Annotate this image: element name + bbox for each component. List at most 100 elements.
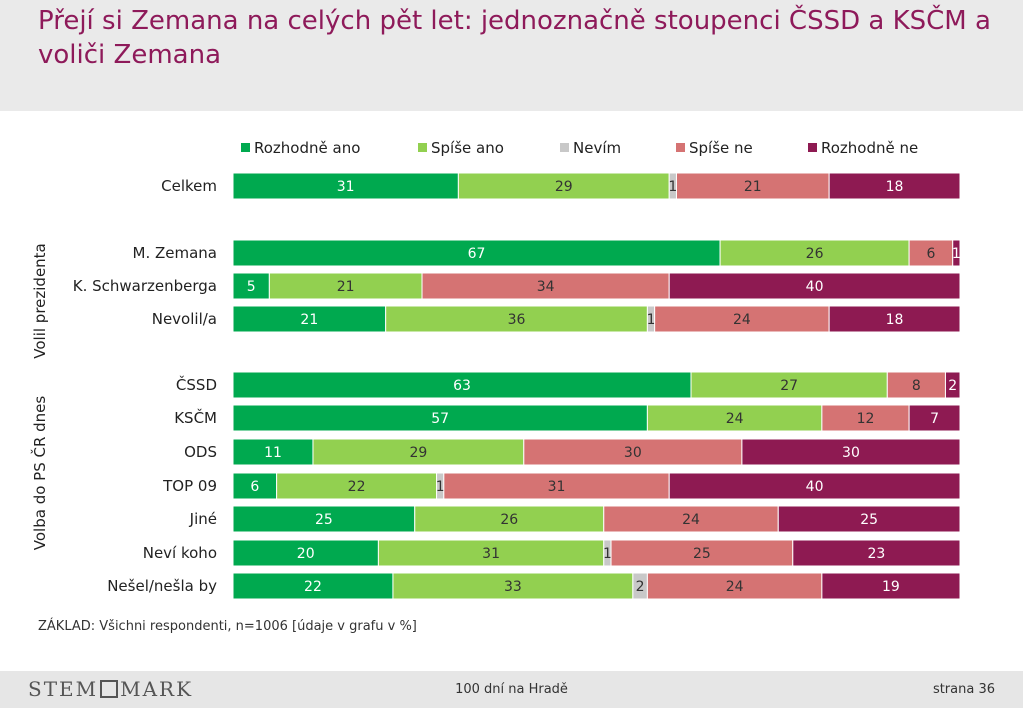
stacked-bar-chart: Rozhodně ano Spíše ano Nevím Spíše ne Rozhod…: [30, 139, 961, 600]
bar-segment-jine-spise-ne: [603, 505, 779, 533]
footer-report-name: 100 dní na Hradě: [455, 682, 568, 697]
data-label-nevi-koho-rozhodne-ano: 20: [297, 546, 315, 562]
bar-segment-kscm-spise-ano: [646, 404, 823, 432]
bar-segment-cssd-spise-ano: [690, 371, 888, 399]
footer: STEM MARK 100 dní na Hradě strana 36: [0, 671, 1023, 708]
category-label-jine: Jiné: [189, 510, 217, 528]
legend-label-rozhodne-ne: Rozhodně ne: [821, 139, 918, 157]
bar-segment-nevolil-a-rozhodne-ne: [828, 305, 961, 333]
data-label-nevolil-a-rozhodne-ne: 18: [886, 312, 904, 328]
footer-page-number: strana 36: [932, 682, 995, 697]
data-label-nevolil-a-nevim: 1: [647, 312, 656, 328]
legend-swatch-rozhodne-ano: [241, 143, 250, 152]
bar-segment-m-zemana-rozhodne-ne: [952, 239, 961, 267]
bar-segment-cssd-rozhodne-ne: [944, 371, 961, 399]
bar-segment-cssd-spise-ne: [886, 371, 946, 399]
data-label-celkem-rozhodne-ano: 31: [337, 179, 355, 195]
bar-segment-jine-spise-ano: [414, 505, 605, 533]
bar-segment-k-schwarzenberga-rozhodne-ano: [232, 272, 270, 300]
category-label-celkem: Celkem: [161, 177, 217, 195]
legend-swatch-spise-ano: [418, 143, 427, 152]
data-label-nevolil-a-rozhodne-ano: 21: [300, 312, 318, 328]
header-band: Přejí si Zemana na celých pět let: jedno…: [0, 0, 1023, 111]
logo-slash-icon: [100, 680, 119, 698]
category-label-nesel-nesla-by: Nešel/nešla by: [107, 577, 217, 595]
data-label-cssd-spise-ne: 8: [912, 378, 921, 394]
data-label-cssd-spise-ano: 27: [780, 378, 798, 394]
data-label-ods-spise-ano: 29: [409, 445, 427, 461]
bar-segment-nesel-nesla-by-rozhodne-ano: [232, 572, 394, 600]
legend-label-spise-ano: Spíše ano: [431, 139, 504, 157]
data-label-nevolil-a-spise-ano: 36: [508, 312, 526, 328]
bar-segment-jine-rozhodne-ne: [777, 505, 961, 533]
data-label-k-schwarzenberga-rozhodne-ano: 5: [247, 279, 256, 295]
data-label-nesel-nesla-by-spise-ne: 24: [726, 579, 744, 595]
data-label-nesel-nesla-by-rozhodne-ano: 22: [304, 579, 322, 595]
bar-segment-top-09-spise-ano: [276, 472, 438, 500]
data-label-celkem-rozhodne-ne: 18: [886, 179, 904, 195]
bar-segment-jine-rozhodne-ano: [232, 505, 416, 533]
bar-segment-top-09-spise-ne: [443, 472, 670, 500]
page-title: Přejí si Zemana na celých pět let: jedno…: [38, 6, 991, 70]
data-label-top-09-rozhodne-ne: 40: [806, 479, 824, 495]
bar-segment-nesel-nesla-by-rozhodne-ne: [821, 572, 961, 600]
category-label-nevi-koho: Neví koho: [143, 544, 217, 562]
data-label-celkem-spise-ano: 29: [555, 179, 573, 195]
data-label-cssd-rozhodne-ne: 2: [948, 378, 957, 394]
data-label-top-09-spise-ano: 22: [348, 479, 366, 495]
data-label-ods-spise-ne: 30: [624, 445, 642, 461]
bar-segment-ods-rozhodne-ne: [741, 438, 961, 466]
data-label-nesel-nesla-by-rozhodne-ne: 19: [882, 579, 900, 595]
data-label-kscm-spise-ne: 12: [857, 411, 875, 427]
category-label-kscm: KSČM: [174, 408, 217, 427]
data-label-k-schwarzenberga-spise-ne: 34: [537, 279, 555, 295]
category-label-ods: ODS: [184, 443, 217, 461]
data-label-kscm-rozhodne-ano: 57: [431, 411, 449, 427]
group-label-volil-prezidenta: Volil prezidenta: [31, 243, 49, 359]
legend-swatch-rozhodne-ne: [808, 143, 817, 152]
data-label-jine-rozhodne-ne: 25: [860, 512, 878, 528]
bar-segment-m-zemana-rozhodne-ano: [232, 239, 721, 267]
legend-swatch-spise-ne: [676, 143, 685, 152]
data-label-jine-spise-ano: 26: [500, 512, 518, 528]
data-label-nesel-nesla-by-spise-ano: 33: [504, 579, 522, 595]
data-label-k-schwarzenberga-spise-ano: 21: [337, 279, 355, 295]
bar-segment-ods-spise-ano: [312, 438, 525, 466]
data-label-ods-rozhodne-ne: 30: [842, 445, 860, 461]
data-label-m-zemana-spise-ne: 6: [926, 246, 935, 262]
data-label-celkem-spise-ne: 21: [744, 179, 762, 195]
category-label-nevolil-a: Nevolil/a: [152, 310, 217, 328]
data-label-m-zemana-rozhodne-ano: 67: [468, 246, 486, 262]
bar-segment-nevolil-a-rozhodne-ano: [232, 305, 387, 333]
data-label-jine-spise-ne: 24: [682, 512, 700, 528]
bar-segment-k-schwarzenberga-spise-ano: [268, 272, 423, 300]
bar-segment-ods-rozhodne-ano: [232, 438, 314, 466]
data-label-m-zemana-spise-ano: 26: [806, 246, 824, 262]
bar-segment-k-schwarzenberga-rozhodne-ne: [668, 272, 961, 300]
data-label-nevi-koho-spise-ano: 31: [482, 546, 500, 562]
data-label-nesel-nesla-by-nevim: 2: [636, 579, 645, 595]
bar-segment-top-09-rozhodne-ano: [232, 472, 278, 500]
category-label-top-09: TOP 09: [162, 477, 217, 495]
bar-segment-nevi-koho-spise-ano: [377, 539, 605, 567]
bar-segment-celkem-rozhodne-ano: [232, 172, 459, 200]
data-label-nevi-koho-rozhodne-ne: 23: [867, 546, 885, 562]
bar-segment-nevi-koho-rozhodne-ne: [792, 539, 961, 567]
data-label-nevi-koho-spise-ne: 25: [693, 546, 711, 562]
bar-segment-cssd-rozhodne-ano: [232, 371, 692, 399]
bar-segment-m-zemana-spise-ne: [908, 239, 954, 267]
stemmark-logo: STEM MARK: [28, 677, 193, 701]
bar-segment-nevolil-a-spise-ano: [385, 305, 648, 333]
data-label-nevolil-a-spise-ne: 24: [733, 312, 751, 328]
data-label-m-zemana-rozhodne-ne: 1: [952, 246, 961, 262]
data-label-top-09-nevim: 1: [436, 479, 445, 495]
bar-segment-kscm-rozhodne-ne: [908, 404, 961, 432]
category-label-k-schwarzenberga: K. Schwarzenberga: [73, 277, 217, 295]
data-label-celkem-nevim: 1: [668, 179, 677, 195]
logo-text-left: STEM: [28, 677, 99, 701]
data-label-top-09-rozhodne-ano: 6: [250, 479, 259, 495]
data-label-k-schwarzenberga-rozhodne-ne: 40: [806, 279, 824, 295]
bar-segment-top-09-rozhodne-ne: [668, 472, 961, 500]
legend-swatch-nevim: [560, 143, 569, 152]
data-label-ods-rozhodne-ano: 11: [264, 445, 282, 461]
